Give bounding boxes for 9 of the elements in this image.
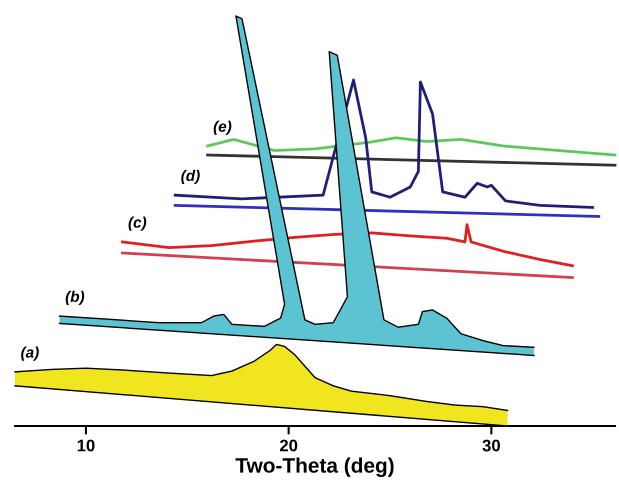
series-label: (c): [128, 216, 146, 231]
x-tick-label: 20: [280, 440, 298, 452]
series-label: (e): [214, 120, 232, 135]
x-axis-title: Two-Theta (deg): [236, 458, 394, 478]
x-tick-label: 10: [78, 440, 95, 452]
series-label: (a): [21, 346, 39, 361]
series-label: (b): [66, 290, 84, 306]
series-label: (d): [181, 170, 200, 184]
x-tick-label: 30: [482, 440, 500, 452]
